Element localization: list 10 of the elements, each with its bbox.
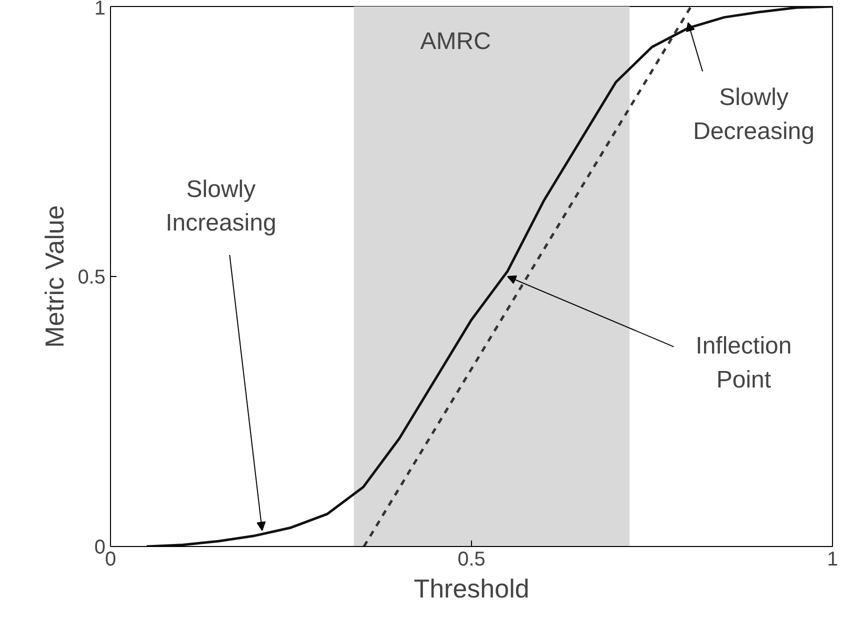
y-tick-label: 1 <box>94 0 106 20</box>
annotation: Slowly Increasing <box>166 176 276 237</box>
band-label: AMRC <box>420 28 491 56</box>
annotation: Slowly Decreasing <box>693 84 815 145</box>
x-tick-label: 1 <box>826 548 838 570</box>
x-axis-title: Threshold <box>414 574 530 604</box>
x-tick-label: 0.5 <box>458 548 486 570</box>
annotation: Inflection Point <box>696 332 792 394</box>
y-tick-label: 0.5 <box>78 266 106 288</box>
y-axis-title: Metric Value <box>40 205 70 348</box>
